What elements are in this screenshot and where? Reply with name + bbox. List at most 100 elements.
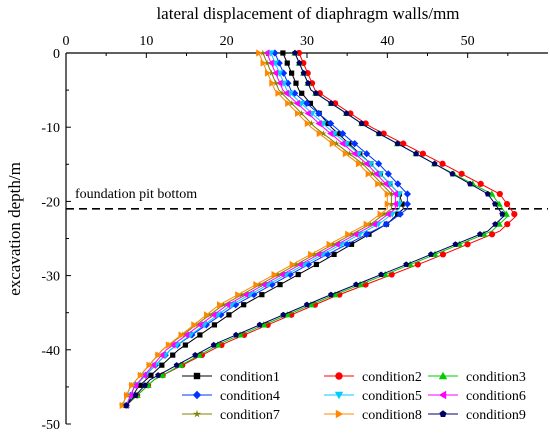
- data-point-condition4: [315, 109, 323, 118]
- data-point-condition7: [268, 69, 275, 77]
- data-point-condition7: [368, 170, 376, 177]
- legend-label: condition4: [220, 389, 280, 404]
- data-point-condition8: [123, 391, 131, 399]
- data-point-condition8: [384, 200, 391, 208]
- data-point-condition4: [375, 160, 383, 168]
- data-point-condition9: [378, 271, 385, 278]
- legend-label: condition5: [362, 389, 422, 404]
- data-point-condition9: [452, 241, 459, 247]
- data-point-condition9: [303, 301, 310, 308]
- data-point-condition2: [439, 251, 447, 258]
- data-point-condition1: [293, 80, 299, 86]
- data-point-condition6: [327, 129, 334, 138]
- data-point-condition9: [312, 90, 319, 96]
- data-point-condition9: [132, 392, 139, 398]
- data-point-condition1: [170, 352, 176, 358]
- data-point-condition9: [467, 180, 473, 187]
- legend-marker: [193, 409, 201, 418]
- data-point-condition6: [372, 170, 379, 178]
- data-point-condition7: [378, 180, 386, 187]
- data-point-condition4: [271, 49, 279, 57]
- data-point-condition7: [259, 49, 267, 56]
- data-point-condition8: [203, 311, 211, 319]
- data-point-condition9: [173, 362, 180, 368]
- data-point-condition6: [210, 311, 217, 319]
- data-point-condition1: [137, 382, 143, 388]
- data-point-condition4: [382, 220, 390, 228]
- data-point-condition6: [363, 160, 370, 168]
- data-point-condition1: [284, 60, 290, 66]
- data-point-condition7: [346, 150, 353, 157]
- legend-item-condition2: condition2: [324, 370, 422, 385]
- data-point-condition9: [192, 352, 199, 358]
- data-point-condition9: [305, 80, 311, 86]
- legend-label: condition1: [220, 370, 280, 385]
- data-point-condition4: [403, 190, 412, 198]
- data-point-condition7: [366, 220, 374, 228]
- data-point-condition9: [427, 251, 434, 257]
- data-point-condition6: [382, 180, 389, 188]
- data-point-condition7: [274, 270, 282, 278]
- data-point-condition2: [504, 221, 511, 228]
- series-condition2: [123, 49, 518, 409]
- data-point-condition8: [329, 140, 336, 148]
- data-point-condition8: [355, 160, 363, 168]
- data-point-condition9: [280, 311, 287, 318]
- series-condition3: [122, 49, 510, 409]
- data-point-condition6: [315, 250, 322, 258]
- data-point-condition8: [129, 381, 136, 389]
- legend: condition1 condition2 condition3 condition4…: [182, 370, 526, 423]
- data-point-condition4: [291, 89, 299, 97]
- data-point-condition6: [296, 260, 303, 269]
- legend-marker: [192, 390, 202, 400]
- data-point-condition4: [403, 200, 412, 208]
- data-point-condition7: [256, 281, 264, 288]
- data-point-condition9: [492, 221, 499, 227]
- data-point-condition9: [155, 372, 162, 378]
- data-point-condition8: [384, 190, 391, 198]
- legend-label: condition2: [362, 370, 422, 385]
- x-tick-label: 40: [380, 34, 394, 49]
- data-point-condition6: [263, 49, 270, 57]
- data-point-condition4: [279, 69, 288, 77]
- series-condition8: [119, 49, 391, 410]
- legend-label: condition6: [466, 389, 526, 404]
- data-point-condition1: [313, 261, 319, 268]
- data-point-condition9: [328, 100, 335, 106]
- data-point-condition9: [413, 150, 419, 157]
- data-point-condition6: [196, 321, 203, 329]
- data-point-condition7: [307, 119, 315, 127]
- data-point-condition9: [431, 160, 438, 167]
- y-axis-title: excavation depth/m: [5, 162, 24, 296]
- data-point-condition9: [449, 170, 456, 177]
- y-tick-label: -40: [41, 344, 60, 359]
- data-point-condition9: [233, 331, 239, 338]
- data-point-condition4: [343, 240, 351, 248]
- legend-marker: [193, 372, 201, 380]
- data-point-condition9: [376, 130, 382, 137]
- y-tick-label: -30: [41, 270, 60, 285]
- x-tick-label: 10: [139, 34, 153, 49]
- data-point-condition7: [206, 311, 214, 318]
- data-point-condition2: [419, 150, 427, 157]
- data-point-condition7: [272, 79, 280, 87]
- legend-item-condition9: condition9: [428, 408, 526, 423]
- data-point-condition8: [377, 210, 384, 218]
- data-point-condition1: [182, 342, 188, 348]
- data-point-condition8: [191, 321, 198, 329]
- data-point-condition7: [332, 140, 340, 147]
- data-point-condition4: [327, 119, 335, 128]
- data-point-condition4: [396, 210, 404, 218]
- data-point-condition8: [119, 401, 126, 410]
- data-point-condition7: [387, 190, 395, 197]
- data-point-condition1: [226, 312, 232, 318]
- data-point-condition8: [260, 59, 267, 67]
- data-point-condition1: [307, 100, 314, 106]
- data-point-condition8: [178, 331, 185, 339]
- data-point-condition1: [335, 130, 341, 137]
- data-point-condition4: [363, 150, 371, 158]
- x-tick-label: 30: [300, 34, 314, 49]
- data-point-condition8: [304, 119, 312, 128]
- data-point-condition6: [352, 230, 359, 238]
- data-point-condition7: [288, 99, 296, 107]
